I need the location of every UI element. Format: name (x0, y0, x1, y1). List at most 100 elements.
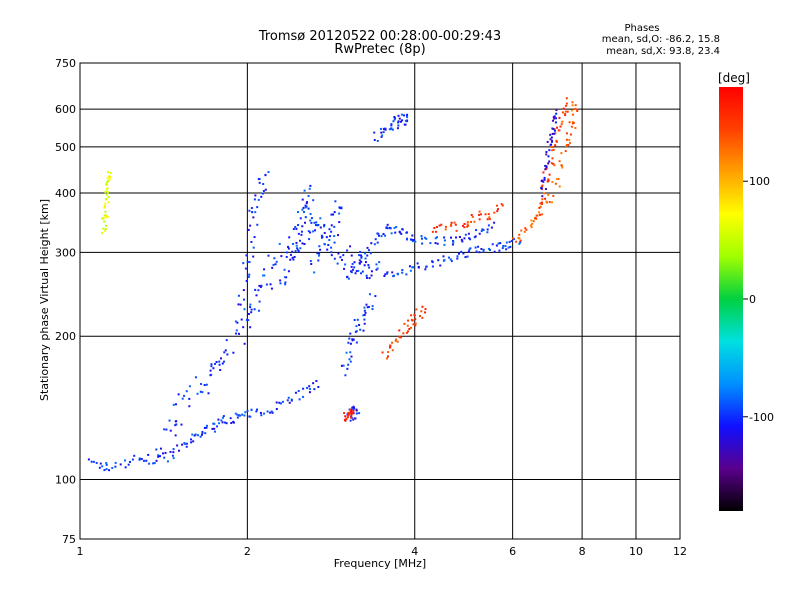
data-point (168, 419, 171, 422)
data-point (450, 221, 453, 224)
data-point (241, 413, 244, 416)
data-point (181, 443, 184, 446)
data-point (329, 235, 332, 238)
data-point (213, 427, 216, 430)
data-point (296, 247, 299, 250)
data-point (486, 228, 489, 231)
data-point (207, 392, 210, 395)
data-point (104, 228, 107, 231)
data-point (290, 398, 293, 401)
data-point (114, 461, 117, 464)
x-tick-label: 8 (579, 545, 586, 558)
data-point (104, 202, 107, 205)
data-point (473, 220, 476, 223)
data-point (347, 414, 350, 417)
data-point (199, 390, 202, 393)
data-point (340, 207, 343, 210)
data-point (342, 254, 345, 257)
x-tick-label: 6 (509, 545, 516, 558)
data-point (172, 451, 175, 454)
data-point (238, 414, 241, 417)
data-point (572, 121, 575, 124)
data-point (409, 269, 412, 272)
data-point (545, 165, 548, 168)
data-point (174, 434, 177, 437)
data-point (541, 198, 544, 201)
data-point (350, 265, 353, 268)
data-point (297, 223, 300, 226)
data-point (398, 230, 401, 233)
data-point (565, 104, 568, 107)
data-point (87, 458, 90, 461)
data-point (328, 228, 331, 231)
data-point (402, 332, 405, 335)
data-point (163, 456, 166, 459)
data-point (247, 275, 250, 278)
stats-heading: Phases (624, 23, 659, 34)
data-point (478, 210, 481, 213)
data-point (235, 332, 238, 335)
data-point (481, 228, 484, 231)
data-point (401, 228, 404, 231)
data-point (237, 294, 240, 297)
data-point (216, 425, 219, 428)
data-point (534, 216, 537, 219)
data-point (393, 226, 396, 229)
stats-x-mode: mean, sd,X: 93.8, 23.4 (606, 46, 720, 57)
data-point (308, 238, 311, 241)
data-point (452, 241, 455, 244)
data-point (301, 198, 304, 201)
data-point (434, 230, 437, 233)
data-point (558, 116, 561, 119)
data-point (249, 303, 252, 306)
data-point (435, 226, 438, 229)
data-point (307, 230, 310, 233)
data-point (518, 242, 521, 245)
data-point (460, 250, 463, 253)
data-point (390, 232, 393, 235)
data-point (317, 223, 320, 226)
data-point (405, 331, 408, 334)
data-point (354, 272, 357, 275)
data-point (406, 114, 409, 117)
data-point (412, 323, 415, 326)
data-point (312, 382, 315, 385)
data-point (478, 232, 481, 235)
data-point (272, 263, 275, 266)
data-point (484, 213, 487, 216)
y-tick-label: 75 (62, 533, 76, 546)
data-point (191, 433, 194, 436)
data-point (346, 275, 349, 278)
data-point (574, 104, 577, 107)
data-point (398, 336, 401, 339)
data-point (385, 226, 388, 229)
data-point (456, 255, 459, 258)
data-point (436, 236, 439, 239)
data-point (554, 182, 557, 185)
data-point (461, 224, 464, 227)
data-point (259, 285, 262, 288)
data-point (314, 224, 317, 227)
data-point (249, 326, 252, 329)
data-point (351, 406, 354, 409)
data-point (209, 369, 212, 372)
data-point (496, 208, 499, 211)
data-point (355, 341, 358, 344)
data-point (248, 209, 251, 212)
data-point (178, 449, 181, 452)
data-point (406, 119, 409, 122)
data-point (346, 249, 349, 252)
data-point (348, 337, 351, 340)
data-point (243, 308, 246, 311)
data-point (303, 243, 306, 246)
data-point (222, 415, 225, 418)
data-point (548, 149, 551, 152)
data-point (558, 160, 561, 163)
data-point (260, 195, 263, 198)
data-point (263, 274, 266, 277)
data-point (247, 312, 250, 315)
data-point (333, 257, 336, 260)
data-point (185, 442, 188, 445)
data-point (221, 362, 224, 365)
data-point (310, 263, 313, 266)
